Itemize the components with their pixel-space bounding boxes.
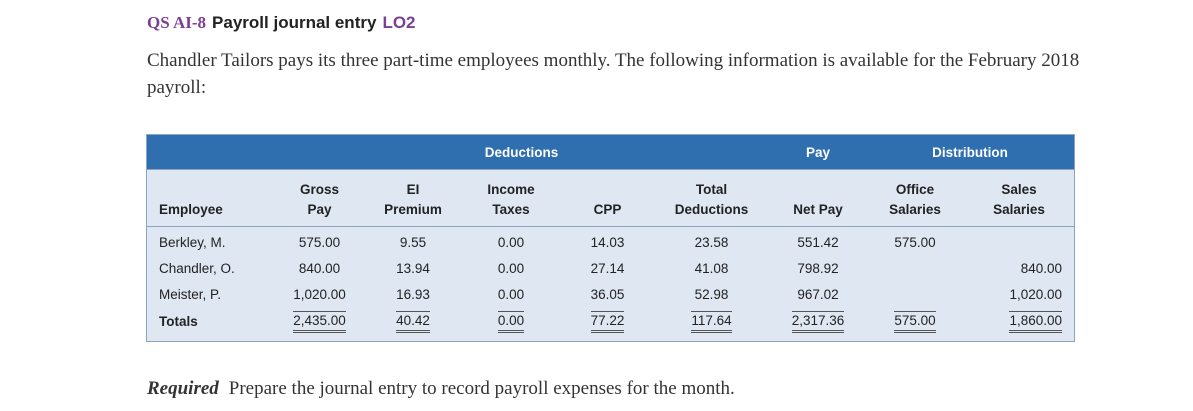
cell: 840.00 [1020,260,1062,276]
cell [964,227,1074,256]
table-row: Berkley, M. 575.00 9.55 0.00 14.03 23.58… [147,227,1074,256]
col-header: Income Taxes [460,169,562,227]
cell: Berkley, M. [159,234,226,250]
cell: 14.03 [590,234,625,250]
total-cell: 77.22 [562,307,653,337]
total-cell: 40.42 [366,307,460,337]
cell: 36.05 [590,286,625,302]
cell: Chandler, O. [159,260,235,276]
cell: 551.42 [797,234,839,250]
band-deductions: Deductions [273,135,770,170]
total-cell: 0.00 [460,307,562,337]
col-header: Net Pay [770,169,866,227]
cell [866,255,964,281]
col-header: Gross Pay [273,169,366,227]
column-header-row: Employee Gross Pay EI Premium Income Taxes … [147,169,1074,227]
required-label: Required [147,378,219,399]
cell: 0.00 [497,234,525,250]
learning-objective: LO2 [382,13,416,32]
cell: 575.00 [894,234,936,250]
col-header: Employee [147,169,273,227]
total-cell: 2,317.36 [770,307,866,337]
exercise-heading: QS AI-8 Payroll journal entry LO2 [147,12,416,34]
cell: 0.00 [497,260,525,276]
band-empty [147,135,273,170]
band-distribution: Distribution [866,135,1074,170]
cell: 27.14 [590,260,625,276]
total-cell: 2,435.00 [273,307,366,337]
cell: 13.94 [396,260,430,276]
col-header: CPP [562,169,653,227]
cell: 0.00 [497,286,525,302]
band-pay: Pay [770,135,866,170]
exercise-title: Payroll journal entry [212,13,377,32]
table-row: Chandler, O. 840.00 13.94 0.00 27.14 41.… [147,255,1074,281]
cell: 840.00 [298,260,341,276]
cell: 798.92 [797,260,839,276]
cell: 23.58 [694,234,729,250]
total-cell: 575.00 [866,307,964,337]
table-row: Meister, P. 1,020.00 16.93 0.00 36.05 52… [147,281,1074,307]
col-header: Total Deductions [653,169,770,227]
totals-label: Totals [159,314,198,329]
cell: Meister, P. [159,286,222,302]
col-header: Sales Salaries [964,169,1074,227]
cell: 967.02 [797,286,839,302]
cell: 16.93 [396,286,430,302]
required-text: Prepare the journal entry to record payr… [228,378,735,399]
total-cell: 117.64 [653,307,770,337]
band-row: Deductions Pay Distribution [147,135,1074,170]
cell [866,281,964,307]
cell: 1,020.00 [293,286,346,302]
cell: 52.98 [694,286,729,302]
exercise-code: QS AI-8 [147,13,207,32]
payroll-table: Deductions Pay Distribution Employee Gro… [146,134,1075,342]
cell: 41.08 [694,260,729,276]
col-header: EI Premium [366,169,460,227]
cell: 1,020.00 [1009,286,1062,302]
intro-paragraph: Chandler Tailors pays its three part-tim… [147,50,1080,98]
totals-row: Totals 2,435.00 40.42 0.00 77.22 117.64 … [147,307,1074,337]
total-cell: 1,860.00 [964,307,1074,337]
required-section: Required Prepare the journal entry to rec… [147,378,735,400]
cell: 575.00 [298,234,341,250]
col-header: Office Salaries [866,169,964,227]
cell: 9.55 [399,234,427,250]
